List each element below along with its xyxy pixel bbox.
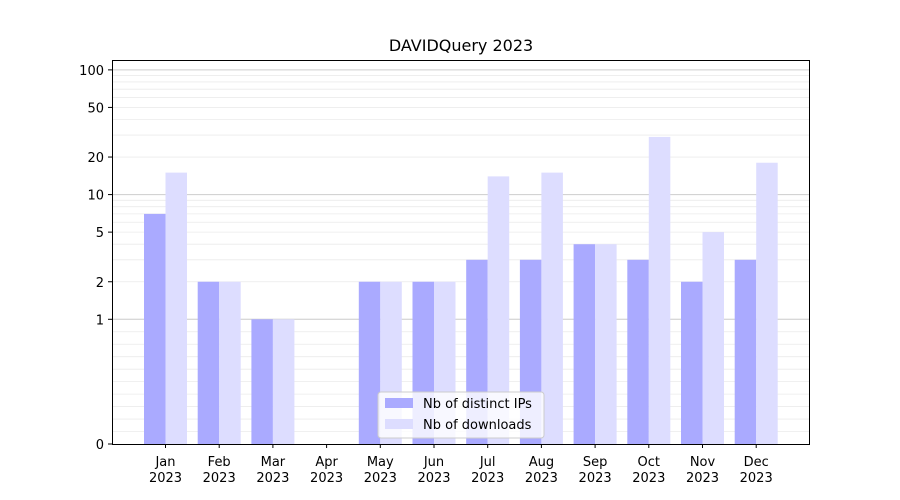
bar-downloads: [219, 281, 241, 444]
bar-downloads: [756, 162, 778, 444]
plot-area: [112, 60, 810, 445]
x-tick-month: Jul: [479, 455, 496, 470]
legend: Nb of distinct IPs Nb of downloads: [377, 391, 545, 439]
bar-downloads: [272, 319, 295, 444]
x-tick-label: Oct 2023: [632, 455, 665, 486]
x-tick-month: Jun: [423, 455, 444, 470]
bar-ips: [734, 259, 757, 444]
x-tick-label: Dec 2023: [740, 455, 773, 486]
y-tick-label: 10: [87, 189, 104, 204]
x-tick-label: Jan 2023: [149, 455, 182, 486]
legend-swatch: [385, 419, 413, 429]
x-tick-label: Apr 2023: [310, 455, 343, 486]
y-tick-label: 20: [87, 151, 104, 166]
bar-ips: [358, 281, 381, 444]
bar-ips: [681, 281, 703, 444]
y-tick-label: 0: [96, 438, 104, 453]
x-tick-month: Feb: [208, 455, 231, 470]
x-tick-month: Mar: [261, 455, 286, 470]
x-tick-year: 2023: [149, 471, 182, 486]
legend-box: [377, 391, 545, 439]
x-tick-year: 2023: [686, 471, 719, 486]
bar-downloads: [541, 172, 563, 444]
y-tick-label: 1: [96, 313, 104, 328]
x-tick-month: Sep: [583, 455, 608, 470]
y-tick-label: 2: [96, 276, 104, 291]
bar-downloads: [595, 244, 617, 444]
bar-ips: [573, 244, 596, 444]
y-axis: 0 1 2 5 10 20 50 100: [79, 64, 112, 453]
legend-label: Nb of distinct IPs: [423, 397, 532, 412]
x-tick-label: Aug 2023: [525, 455, 558, 486]
x-tick-month: Oct: [638, 455, 660, 470]
x-tick-year: 2023: [525, 471, 558, 486]
x-tick-label: Jul 2023: [471, 455, 504, 486]
legend-label: Nb of downloads: [423, 418, 532, 433]
bar-downloads: [487, 176, 510, 444]
x-tick-label: May 2023: [364, 455, 397, 486]
y-tick-label: 5: [96, 226, 104, 241]
x-tick-year: 2023: [364, 471, 397, 486]
y-tick-label: 50: [87, 101, 104, 116]
x-tick-label: Nov 2023: [686, 455, 719, 486]
legend-swatch: [385, 398, 413, 408]
x-tick-month: Apr: [315, 455, 338, 470]
x-tick-label: Mar 2023: [256, 455, 289, 486]
bar-ips: [251, 319, 273, 444]
bar-downloads: [702, 232, 724, 444]
x-tick-year: 2023: [579, 471, 612, 486]
x-tick-month: Nov: [690, 455, 716, 470]
bar-ips: [627, 259, 649, 444]
chart-title: DAVIDQuery 2023: [389, 36, 533, 55]
bar-downloads: [165, 172, 187, 444]
bar-downloads: [648, 136, 671, 445]
x-tick-label: Jun 2023: [417, 455, 450, 486]
x-tick-month: Aug: [529, 455, 554, 470]
x-tick-month: Jan: [154, 455, 175, 470]
x-tick-year: 2023: [740, 471, 773, 486]
bar-ips: [144, 213, 166, 444]
x-tick-year: 2023: [310, 471, 343, 486]
x-tick-month: Dec: [744, 455, 769, 470]
y-tick-label: 100: [79, 64, 104, 79]
x-tick-year: 2023: [471, 471, 504, 486]
x-tick-label: Sep 2023: [579, 455, 612, 486]
x-tick-year: 2023: [256, 471, 289, 486]
x-tick-year: 2023: [632, 471, 665, 486]
x-tick-label: Feb 2023: [203, 455, 236, 486]
x-tick-month: May: [367, 455, 394, 470]
x-tick-year: 2023: [203, 471, 236, 486]
x-tick-year: 2023: [417, 471, 450, 486]
bar-ips: [197, 281, 220, 444]
